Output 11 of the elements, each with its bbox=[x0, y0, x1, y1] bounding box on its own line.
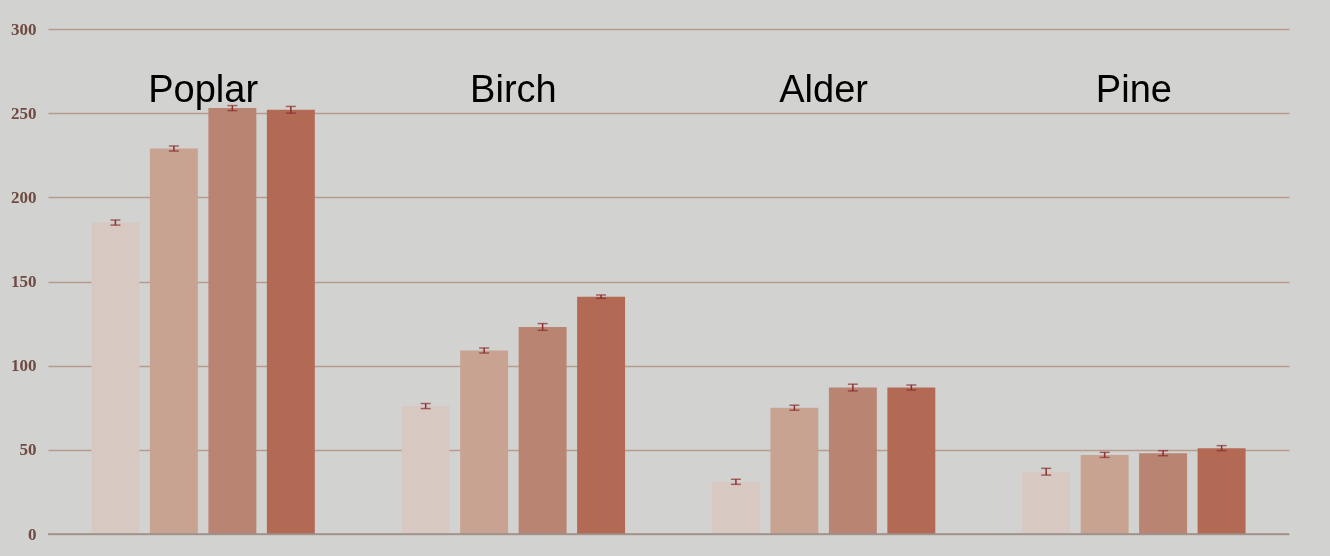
y-tick-label: 200 bbox=[11, 187, 37, 207]
x-tick-label: Alder bbox=[779, 67, 869, 110]
y-tick-label: 250 bbox=[11, 103, 37, 123]
y-tick-label: 300 bbox=[11, 19, 37, 39]
y-tick-label: 100 bbox=[11, 356, 37, 376]
x-tick-label: Pine bbox=[1095, 67, 1172, 110]
y-tick-label: 0 bbox=[28, 524, 37, 544]
y-tick-label: 150 bbox=[11, 272, 37, 291]
y-tick-label: 50 bbox=[19, 440, 37, 460]
x-tick-label: Birch bbox=[470, 67, 557, 110]
x-tick-label: Poplar bbox=[148, 67, 259, 110]
